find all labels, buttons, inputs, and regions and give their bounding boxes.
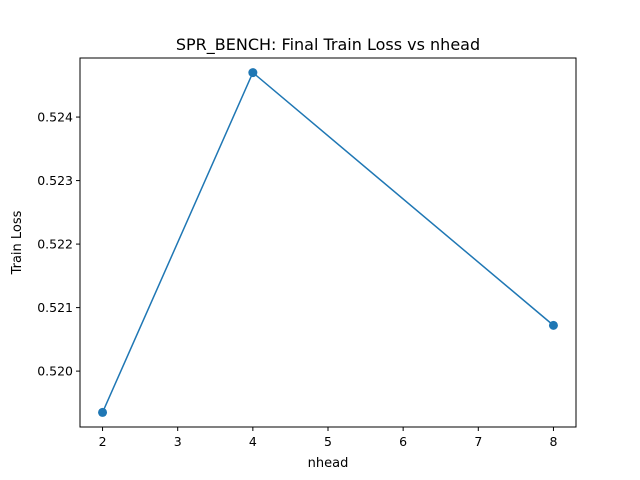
x-tick-label: 8 xyxy=(549,434,557,449)
plot-area xyxy=(98,68,558,417)
data-point xyxy=(248,68,258,78)
x-tick-label: 4 xyxy=(249,434,257,449)
y-axis-label: Train Loss xyxy=(10,210,25,275)
chart-title: SPR_BENCH: Final Train Loss vs nhead xyxy=(176,35,480,55)
y-tick-label: 0.522 xyxy=(37,237,73,252)
y-tick-label: 0.524 xyxy=(37,110,73,125)
x-axis-label: nhead xyxy=(308,456,349,471)
x-tick-label: 2 xyxy=(99,434,107,449)
data-point xyxy=(98,407,108,417)
x-axis-ticks: 2 3 4 5 6 7 8 xyxy=(99,427,557,449)
x-tick-label: 5 xyxy=(324,434,332,449)
y-tick-label: 0.520 xyxy=(37,364,73,379)
x-tick-label: 6 xyxy=(399,434,407,449)
x-tick-label: 3 xyxy=(174,434,182,449)
series-line xyxy=(101,71,554,413)
axes-frame xyxy=(79,57,577,428)
y-axis-ticks: 0.520 0.521 0.522 0.523 0.524 xyxy=(37,110,80,379)
y-tick-label: 0.523 xyxy=(37,173,73,188)
y-tick-label: 0.521 xyxy=(37,300,73,315)
data-point xyxy=(548,320,558,330)
x-tick-label: 7 xyxy=(474,434,482,449)
